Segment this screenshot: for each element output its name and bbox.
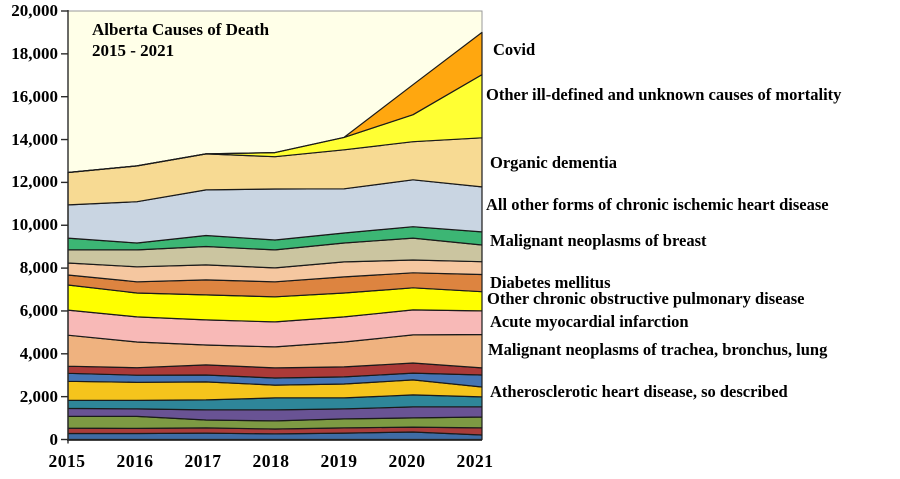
area-covid bbox=[67, 31, 483, 174]
